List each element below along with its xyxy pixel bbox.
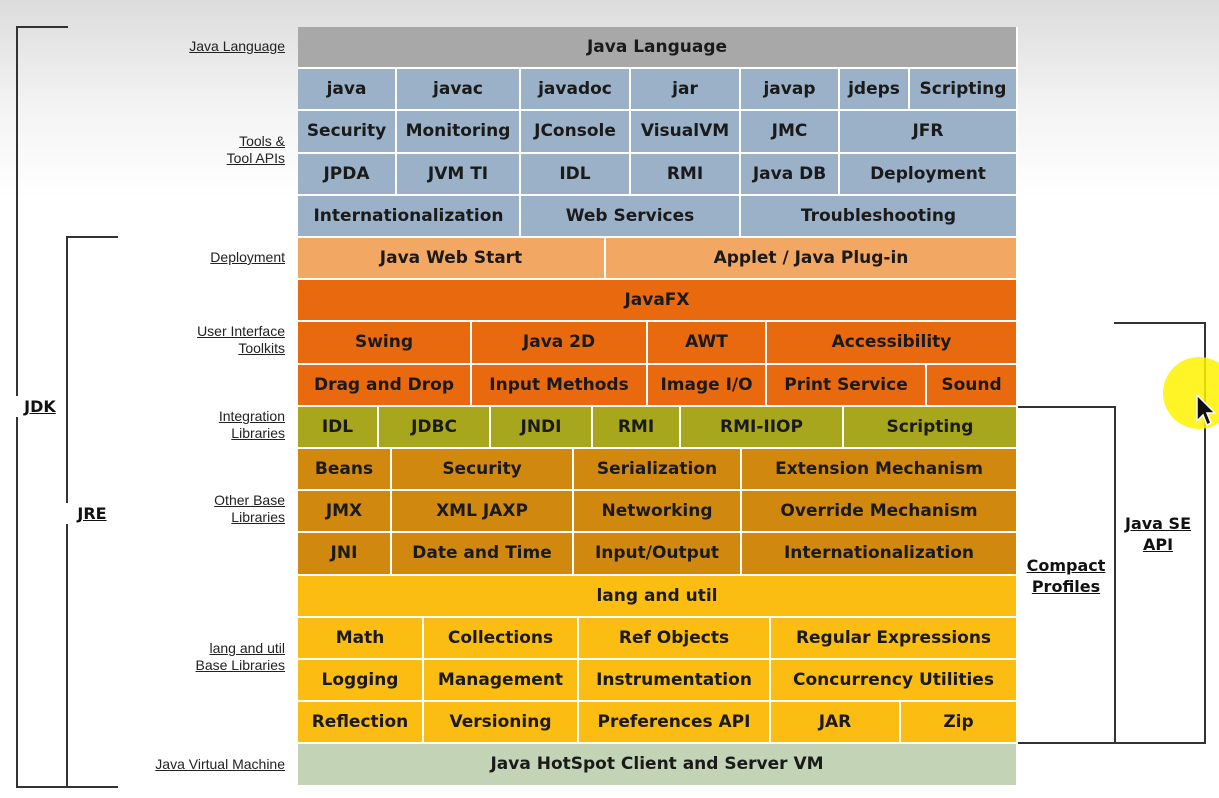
row-label-other-base-libraries: Other Base Libraries bbox=[214, 492, 285, 525]
cell-jndi: JNDI bbox=[491, 406, 593, 449]
cell-visualvm: VisualVM bbox=[631, 111, 741, 154]
cell-date-and-time: Date and Time bbox=[392, 533, 574, 576]
java-se-api-bracket bbox=[1114, 322, 1206, 744]
cell-java-db: Java DB bbox=[741, 153, 840, 196]
cell-collections: Collections bbox=[424, 617, 579, 660]
cell-serialization: Serialization bbox=[574, 449, 742, 492]
cell-jar: jar bbox=[631, 69, 741, 112]
row-label-integration-libraries: Integration Libraries bbox=[218, 408, 285, 441]
cell-rmi: RMI bbox=[593, 406, 681, 449]
cell-swing: Swing bbox=[298, 322, 472, 365]
cell-xml-jaxp: XML JAXP bbox=[392, 491, 574, 534]
row-label-tools-tool-apis: Tools & Tool APIs bbox=[226, 133, 285, 166]
cell-rmi-iiop: RMI-IIOP bbox=[681, 406, 844, 449]
cell-javafx: JavaFX bbox=[298, 280, 1018, 323]
cell-javap: javap bbox=[741, 69, 840, 112]
cell-input-methods: Input Methods bbox=[472, 364, 648, 407]
cell-jpda: JPDA bbox=[298, 153, 397, 196]
cell-math: Math bbox=[298, 617, 424, 660]
row-label-deployment: Deployment bbox=[210, 249, 285, 265]
row-label-java-language: Java Language bbox=[189, 38, 285, 54]
cell-web-services: Web Services bbox=[521, 195, 741, 238]
cell-troubleshooting: Troubleshooting bbox=[741, 195, 1018, 238]
cell-jdeps: jdeps bbox=[840, 69, 910, 112]
cell-logging: Logging bbox=[298, 660, 424, 703]
cursor-highlight bbox=[1163, 357, 1219, 429]
cell-versioning: Versioning bbox=[424, 702, 579, 745]
row-label-user-interface-toolkits: User Interface Toolkits bbox=[197, 323, 285, 356]
cell-monitoring: Monitoring bbox=[397, 111, 521, 154]
cell-input-output: Input/Output bbox=[574, 533, 742, 576]
cell-lang-and-util: lang and util bbox=[298, 575, 1018, 618]
cell-javac: javac bbox=[397, 69, 521, 112]
cell-jmx: JMX bbox=[298, 491, 392, 534]
cell-regular-expressions: Regular Expressions bbox=[771, 617, 1018, 660]
compact-profiles-bracket bbox=[1016, 406, 1116, 744]
cell-internationalization: Internationalization bbox=[298, 195, 521, 238]
cell-image-i-o: Image I/O bbox=[648, 364, 767, 407]
cell-security: Security bbox=[392, 449, 574, 492]
cell-override-mechanism: Override Mechanism bbox=[742, 491, 1018, 534]
cell-scripting: Scripting bbox=[910, 69, 1018, 112]
cell-jvm-ti: JVM TI bbox=[397, 153, 521, 196]
cell-concurrency-utilities: Concurrency Utilities bbox=[771, 660, 1018, 703]
cell-extension-mechanism: Extension Mechanism bbox=[742, 449, 1018, 492]
cell-internationalization: Internationalization bbox=[742, 533, 1018, 576]
cell-scripting: Scripting bbox=[844, 406, 1018, 449]
cell-jdbc: JDBC bbox=[379, 406, 491, 449]
cell-jconsole: JConsole bbox=[521, 111, 631, 154]
row-label-lang-and-util-base-libraries: lang and util Base Libraries bbox=[195, 640, 286, 673]
cell-drag-and-drop: Drag and Drop bbox=[298, 364, 472, 407]
java-se-api-label: Java SE API bbox=[1116, 513, 1200, 555]
cell-accessibility: Accessibility bbox=[767, 322, 1018, 365]
cell-zip: Zip bbox=[901, 702, 1018, 745]
cell-rmi: RMI bbox=[631, 153, 741, 196]
cell-applet-java-plug-in: Applet / Java Plug-in bbox=[606, 238, 1018, 281]
cell-management: Management bbox=[424, 660, 579, 703]
cell-java-web-start: Java Web Start bbox=[298, 238, 606, 281]
cell-deployment: Deployment bbox=[840, 153, 1018, 196]
cell-sound: Sound bbox=[927, 364, 1018, 407]
cell-java-hotspot-client-and-server-vm: Java HotSpot Client and Server VM bbox=[298, 744, 1018, 787]
cell-jar: JAR bbox=[771, 702, 901, 745]
cell-java-2d: Java 2D bbox=[472, 322, 648, 365]
cell-instrumentation: Instrumentation bbox=[579, 660, 771, 703]
jre-label: JRE bbox=[62, 503, 122, 524]
cell-security: Security bbox=[298, 111, 397, 154]
cell-java-language: Java Language bbox=[298, 27, 1018, 70]
cell-beans: Beans bbox=[298, 449, 392, 492]
cell-ref-objects: Ref Objects bbox=[579, 617, 771, 660]
cell-jni: JNI bbox=[298, 533, 392, 576]
cell-jfr: JFR bbox=[840, 111, 1018, 154]
cell-reflection: Reflection bbox=[298, 702, 424, 745]
cell-jmc: JMC bbox=[741, 111, 840, 154]
row-label-java-virtual-machine: Java Virtual Machine bbox=[155, 756, 285, 772]
mouse-pointer-icon bbox=[1196, 393, 1217, 427]
compact-profiles-label: Compact Profiles bbox=[1020, 555, 1112, 597]
cell-print-service: Print Service bbox=[767, 364, 927, 407]
cell-awt: AWT bbox=[648, 322, 767, 365]
cell-preferences-api: Preferences API bbox=[579, 702, 771, 745]
jdk-label: JDK bbox=[12, 396, 68, 417]
cell-idl: IDL bbox=[521, 153, 631, 196]
cell-javadoc: javadoc bbox=[521, 69, 631, 112]
cell-java: java bbox=[298, 69, 397, 112]
cell-idl: IDL bbox=[298, 406, 379, 449]
cell-networking: Networking bbox=[574, 491, 742, 534]
